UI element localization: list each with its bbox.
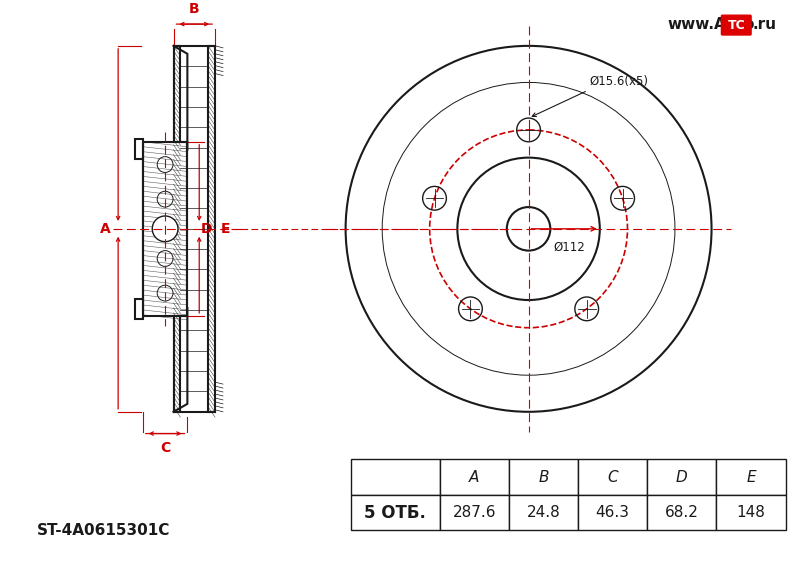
Bar bbox=[509, 495, 578, 531]
Text: C: C bbox=[607, 469, 618, 485]
Text: 46.3: 46.3 bbox=[596, 505, 630, 520]
Text: B: B bbox=[538, 469, 549, 485]
FancyBboxPatch shape bbox=[722, 15, 751, 35]
Bar bbox=[647, 460, 717, 495]
Text: 287.6: 287.6 bbox=[453, 505, 496, 520]
Bar bbox=[350, 495, 439, 531]
Text: 5 ОТБ.: 5 ОТБ. bbox=[364, 504, 426, 521]
Text: C: C bbox=[160, 441, 170, 456]
Text: E: E bbox=[746, 469, 756, 485]
Text: A: A bbox=[99, 222, 110, 236]
Bar bbox=[439, 460, 509, 495]
Text: D: D bbox=[676, 469, 688, 485]
Bar bbox=[578, 495, 647, 531]
Text: Ø112: Ø112 bbox=[554, 241, 585, 254]
Text: TC: TC bbox=[727, 18, 745, 32]
Text: Ø15.6(x5): Ø15.6(x5) bbox=[590, 76, 649, 88]
Text: D: D bbox=[202, 222, 213, 236]
Bar bbox=[717, 495, 786, 531]
Text: A: A bbox=[469, 469, 479, 485]
Text: 148: 148 bbox=[737, 505, 766, 520]
Text: .ru: .ru bbox=[752, 17, 776, 32]
Bar bbox=[174, 46, 181, 412]
Bar bbox=[509, 460, 578, 495]
Bar bbox=[647, 495, 717, 531]
Bar bbox=[350, 460, 439, 495]
Bar bbox=[717, 460, 786, 495]
Bar bbox=[439, 495, 509, 531]
Text: 68.2: 68.2 bbox=[665, 505, 699, 520]
Bar bbox=[135, 139, 143, 159]
Bar bbox=[578, 460, 647, 495]
Bar bbox=[208, 46, 215, 412]
Text: ST-4A0615301C: ST-4A0615301C bbox=[37, 523, 170, 538]
Circle shape bbox=[152, 216, 178, 242]
Text: B: B bbox=[189, 2, 199, 16]
Text: 24.8: 24.8 bbox=[526, 505, 560, 520]
Bar bbox=[135, 299, 143, 319]
Bar bbox=[143, 142, 187, 316]
Text: www.Auto: www.Auto bbox=[667, 17, 754, 32]
Text: E: E bbox=[221, 222, 230, 236]
